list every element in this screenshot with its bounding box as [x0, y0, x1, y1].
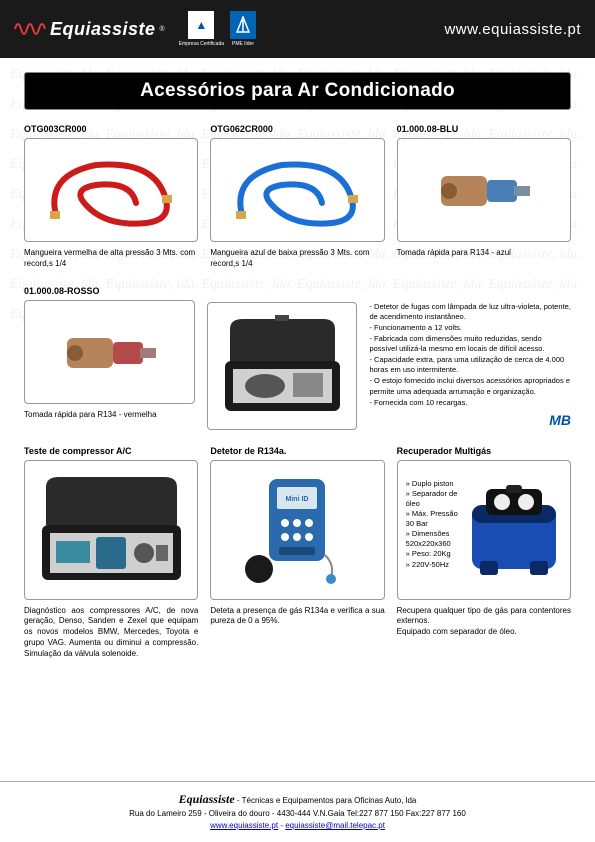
feature-item: - Fabricada com dimensões muito reduzida… [369, 334, 571, 354]
product-image [24, 460, 198, 600]
product-title: Detetor de R134a. [210, 446, 384, 456]
cert-badge-2: PME líder [230, 11, 256, 47]
spec-item: » Máx. Pressão 30 Bar [406, 509, 466, 529]
product-code: OTG003CR000 [24, 124, 198, 134]
product-card: Recuperador Multigás » Duplo piston » Se… [397, 446, 571, 660]
product-desc: Diagnóstico aos compressores A/C, de nov… [24, 606, 198, 660]
product-code: OTG062CR000 [210, 124, 384, 134]
product-card: 01.000.08-BLU Tomada rápida para R134 - … [397, 124, 571, 270]
product-desc: Recupera qualquer tipo de gás para conte… [397, 606, 571, 638]
certification-badges: ▲ Empresa Certificada PME líder [179, 11, 256, 47]
product-row-1: OTG003CR000 Mangueira vermelha de alta p… [24, 124, 571, 270]
product-desc: Tomada rápida para R134 - vermelha [24, 410, 195, 421]
cert1-label: Empresa Certificada [179, 41, 224, 47]
product-image [397, 138, 571, 242]
page-title: Acessórios para Ar Condicionado [140, 80, 455, 102]
product-title: Teste de compressor A/C [24, 446, 198, 456]
svg-text:Mini ID: Mini ID [286, 496, 309, 503]
product-grid: OTG003CR000 Mangueira vermelha de alta p… [0, 118, 595, 660]
feature-item: - Detetor de fugas com lâmpada de luz ul… [369, 302, 571, 322]
feature-item: - Capacidade extra, para uma utilização … [369, 355, 571, 375]
product-row-2: 01.000.08-ROSSO Tomada rápida para R134 … [24, 286, 571, 430]
footer-address: Rua do Lameiro 259 - Oliveira do douro -… [0, 808, 595, 820]
product-code: 01.000.08-BLU [397, 124, 571, 134]
feature-list: - Detetor de fugas com lâmpada de luz ul… [365, 302, 571, 408]
product-card: Teste de compressor A/C Diagnóstico aos … [24, 446, 198, 660]
logo-wave-icon [14, 17, 46, 41]
spec-item: » Duplo piston [406, 479, 466, 489]
footer-line1: - Técnicas e Equipamentos para Oficinas … [235, 796, 417, 805]
cert2-label: PME líder [232, 41, 254, 47]
header-bar: Equiassiste ® ▲ Empresa Certificada PME … [0, 0, 595, 58]
product-card-wide: - Detetor de fugas com lâmpada de luz ul… [207, 286, 571, 430]
product-image: Mini ID [210, 460, 384, 600]
header-url: www.equiassiste.pt [444, 21, 581, 38]
product-card: OTG062CR000 Mangueira azul de baixa pres… [210, 124, 384, 270]
footer-brand: Equiassiste [179, 792, 235, 806]
product-row-3: Teste de compressor A/C Diagnóstico aos … [24, 446, 571, 660]
product-card: 01.000.08-ROSSO Tomada rápida para R134 … [24, 286, 195, 430]
mb-brand-icon: MB [549, 412, 571, 428]
spec-item: » Dimensões 520x220x360 [406, 529, 466, 549]
product-desc: Tomada rápida para R134 - azul [397, 248, 571, 259]
product-image [24, 300, 195, 404]
cert-badge-1: ▲ Empresa Certificada [179, 11, 224, 47]
product-image [24, 138, 198, 242]
feature-item: - Funcionamento a 12 volts. [369, 323, 571, 333]
spec-item: » 220V-50Hz [406, 560, 466, 570]
page-title-bar: Acessórios para Ar Condicionado [24, 72, 571, 110]
brand-name: Equiassiste [50, 19, 156, 40]
product-desc: Mangueira vermelha de alta pressão 3 Mts… [24, 248, 198, 270]
product-image [210, 138, 384, 242]
product-desc: Deteta a presença de gás R134a e verific… [210, 606, 384, 628]
product-specs: » Duplo piston » Separador de óleo » Máx… [406, 479, 466, 570]
product-image: » Duplo piston » Separador de óleo » Máx… [397, 460, 571, 600]
product-desc: Mangueira azul de baixa pressão 3 Mts. c… [210, 248, 384, 270]
page-footer: Equiassiste - Técnicas e Equipamentos pa… [0, 781, 595, 842]
product-card: OTG003CR000 Mangueira vermelha de alta p… [24, 124, 198, 270]
footer-email-link[interactable]: equiassiste@mail.telepac.pt [285, 821, 385, 830]
spec-item: » Separador de óleo [406, 489, 466, 509]
feature-item: - Fornecida com 10 recargas. [369, 398, 571, 408]
product-image [207, 302, 357, 430]
brand-logo: Equiassiste ® [14, 17, 165, 41]
registered-icon: ® [160, 26, 165, 33]
footer-web-link[interactable]: www.equiassiste.pt [210, 821, 278, 830]
spec-item: » Peso: 20Kg [406, 549, 466, 559]
product-code: 01.000.08-ROSSO [24, 286, 195, 296]
product-title: Recuperador Multigás [397, 446, 571, 456]
product-card: Detetor de R134a. Mini ID Deteta a p [210, 446, 384, 660]
feature-item: - O estojo fornecido inclui diversos ace… [369, 376, 571, 396]
